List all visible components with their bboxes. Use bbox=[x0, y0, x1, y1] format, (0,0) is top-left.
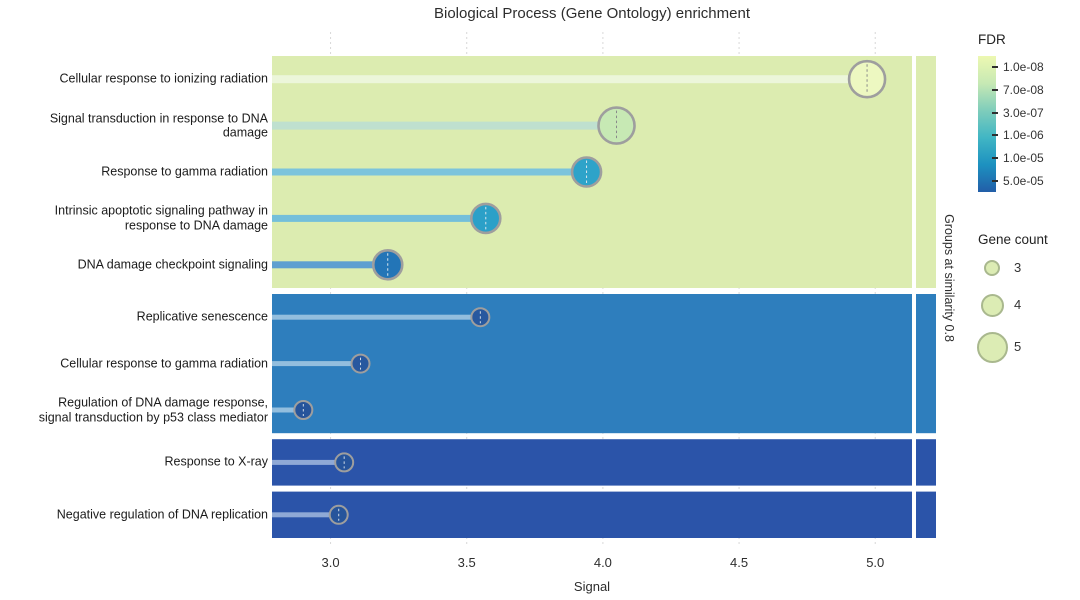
gene-count-legend-title: Gene count bbox=[978, 232, 1048, 247]
lollipop-stem bbox=[272, 459, 345, 465]
chart-title: Biological Process (Gene Ontology) enric… bbox=[434, 5, 750, 22]
fdr-tick-mark bbox=[992, 89, 998, 91]
fdr-tick-mark bbox=[992, 134, 998, 137]
fdr-tick-mark bbox=[992, 179, 998, 182]
lollipop-stem bbox=[272, 168, 587, 176]
y-axis-label: Regulation of DNA damage response, signa… bbox=[38, 395, 268, 424]
gene-count-circle bbox=[980, 293, 1004, 317]
fdr-tick-label: 1.0e-05 bbox=[1003, 151, 1044, 165]
lollipop-stem bbox=[272, 407, 304, 413]
gene-count-circle bbox=[976, 331, 1008, 363]
fdr-tick-label: 1.0e-06 bbox=[1003, 128, 1044, 143]
gene-count-circle bbox=[984, 260, 1000, 276]
y-axis-label: Replicative senescence bbox=[136, 309, 268, 324]
x-tick-label: 4.0 bbox=[594, 555, 612, 570]
fdr-tick-label: 1.0e-08 bbox=[1003, 60, 1044, 75]
group-strip-segment bbox=[916, 56, 936, 288]
y-axis-label: Cellular response to ionizing radiation bbox=[59, 71, 268, 86]
lollipop-stem bbox=[272, 314, 481, 320]
lollipop-stem bbox=[272, 361, 361, 367]
y-axis-label: Signal transduction in response to DNA d… bbox=[49, 110, 268, 140]
lollipop-stem bbox=[272, 121, 617, 130]
fdr-tick-mark bbox=[992, 66, 998, 69]
fdr-tick-mark bbox=[992, 111, 998, 114]
gene-count-label: 5 bbox=[1014, 339, 1022, 354]
x-tick-label: 4.5 bbox=[730, 555, 748, 570]
fdr-tick-label: 7.0e-08 bbox=[1003, 83, 1044, 97]
fdr-colorbar bbox=[978, 56, 996, 192]
y-axis-label: DNA damage checkpoint signaling bbox=[77, 257, 268, 272]
right-axis-title: Groups at similarity 0.8 bbox=[942, 214, 956, 342]
x-tick-label: 5.0 bbox=[866, 555, 884, 570]
group-strip-segment bbox=[916, 439, 936, 486]
x-tick-label: 3.0 bbox=[322, 555, 340, 570]
lollipop-stem bbox=[272, 75, 868, 84]
fdr-tick-label: 5.0e-05 bbox=[1003, 173, 1044, 188]
y-axis-label: Response to gamma radiation bbox=[101, 164, 268, 179]
fdr-tick-mark bbox=[992, 157, 998, 159]
group-strip-segment bbox=[916, 491, 936, 538]
x-axis-title: Signal bbox=[573, 579, 611, 594]
gene-count-label: 4 bbox=[1014, 297, 1022, 312]
y-axis-label: Cellular response to gamma radiation bbox=[60, 356, 268, 371]
lollipop-stem bbox=[272, 261, 388, 269]
y-axis-label: Negative regulation of DNA replication bbox=[56, 507, 268, 522]
fdr-tick-label: 3.0e-07 bbox=[1003, 105, 1044, 120]
x-tick-label: 3.5 bbox=[458, 555, 476, 570]
gene-count-label: 3 bbox=[1014, 260, 1022, 275]
group-band bbox=[272, 491, 912, 538]
group-strip-segment bbox=[916, 294, 936, 434]
group-band bbox=[272, 439, 912, 486]
lollipop-stem bbox=[272, 214, 486, 222]
lollipop-stem bbox=[272, 512, 339, 518]
y-axis-label: Response to X-ray bbox=[164, 455, 268, 470]
y-axis-label: Intrinsic apoptotic signaling pathway in… bbox=[54, 203, 268, 233]
fdr-legend-title: FDR bbox=[978, 32, 1006, 47]
